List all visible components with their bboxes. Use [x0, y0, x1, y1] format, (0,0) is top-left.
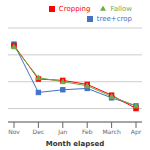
- svg-text:Feb: Feb: [82, 128, 93, 135]
- svg-text:Nov: Nov: [8, 128, 20, 135]
- svg-text:Apr: Apr: [131, 128, 142, 136]
- svg-text:Month elapsed: Month elapsed: [46, 140, 104, 148]
- html-text:tree+crop: tree+crop: [96, 15, 132, 23]
- html-text:Cropping: Cropping: [58, 5, 91, 13]
- html-text:Fallow: Fallow: [110, 5, 132, 13]
- svg-text:Dec: Dec: [33, 128, 45, 135]
- svg-text:March: March: [102, 128, 120, 135]
- svg-text:Jan: Jan: [57, 128, 67, 136]
